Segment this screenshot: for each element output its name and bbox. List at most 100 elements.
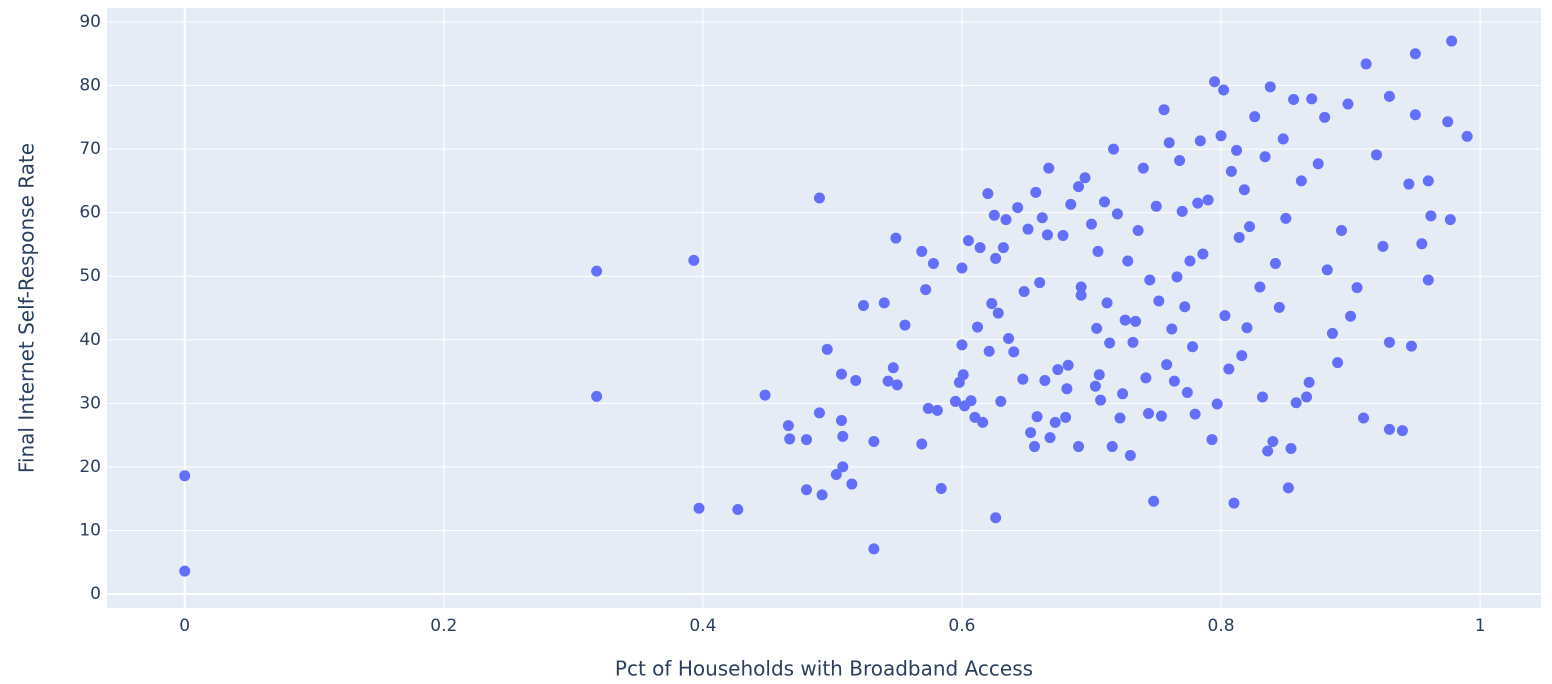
point — [916, 438, 928, 450]
point — [1377, 240, 1389, 252]
point — [1079, 172, 1091, 184]
point — [1144, 274, 1156, 286]
y-tick-label: 70 — [79, 139, 101, 159]
point — [931, 404, 943, 416]
point — [988, 209, 1000, 221]
point — [1150, 200, 1162, 212]
point — [1446, 35, 1458, 47]
point — [591, 265, 603, 277]
point — [1132, 224, 1144, 236]
point — [1403, 178, 1415, 190]
point — [1029, 441, 1041, 453]
point — [179, 565, 191, 577]
x-axis-title: Pct of Households with Broadband Access — [615, 657, 1033, 681]
point — [1215, 130, 1227, 142]
point — [1273, 301, 1285, 313]
point — [956, 262, 968, 274]
point — [1030, 186, 1042, 198]
point — [1425, 210, 1437, 222]
point — [835, 415, 847, 426]
point — [1104, 337, 1116, 349]
point — [1073, 441, 1085, 453]
point — [882, 375, 894, 387]
point — [1031, 411, 1043, 423]
point — [1244, 221, 1256, 233]
point — [891, 379, 903, 391]
point — [1174, 155, 1186, 167]
point — [1209, 76, 1221, 88]
point — [1218, 84, 1230, 96]
point — [1155, 410, 1167, 422]
point — [1012, 202, 1024, 214]
point — [1231, 144, 1243, 156]
point — [1124, 449, 1136, 461]
point — [1238, 184, 1250, 196]
point — [1075, 281, 1087, 293]
point — [972, 321, 984, 333]
point — [693, 502, 705, 514]
point — [1342, 98, 1354, 110]
point — [997, 242, 1009, 254]
point — [1003, 333, 1015, 345]
point — [1194, 135, 1206, 147]
x-tick-label: 1 — [1475, 616, 1486, 636]
point — [688, 254, 700, 266]
point — [1085, 218, 1097, 230]
point — [1184, 255, 1196, 267]
point — [1409, 48, 1421, 60]
point — [927, 258, 939, 270]
point — [801, 484, 813, 496]
y-tick-label: 80 — [79, 76, 101, 96]
point — [850, 374, 862, 386]
point — [1444, 214, 1456, 226]
y-tick-label: 50 — [79, 266, 101, 286]
point — [974, 242, 986, 254]
point — [977, 416, 989, 428]
point — [992, 307, 1004, 319]
point — [1295, 175, 1307, 187]
point — [1036, 212, 1048, 224]
point — [1290, 397, 1302, 409]
point — [782, 420, 794, 432]
point — [1303, 376, 1315, 388]
point — [1130, 315, 1142, 327]
point — [1017, 373, 1029, 385]
point — [1171, 271, 1183, 283]
point — [1158, 104, 1170, 116]
point — [1241, 322, 1253, 334]
point — [1370, 149, 1382, 161]
x-tick-label: 0.6 — [948, 616, 975, 636]
point — [1117, 388, 1129, 400]
point — [1127, 336, 1139, 348]
point — [1256, 391, 1268, 403]
point — [1219, 310, 1231, 322]
point — [990, 512, 1002, 524]
point — [1442, 116, 1454, 128]
point — [969, 411, 981, 423]
point — [813, 192, 825, 204]
x-tick-label: 0.2 — [430, 616, 457, 636]
point — [1264, 81, 1276, 93]
point — [1075, 289, 1087, 301]
point — [835, 368, 847, 380]
point — [1326, 327, 1338, 339]
point — [1383, 336, 1395, 348]
point — [784, 433, 796, 445]
point — [1091, 322, 1103, 334]
point — [1285, 442, 1297, 454]
point — [1254, 281, 1266, 293]
point — [1312, 158, 1324, 170]
point — [935, 483, 947, 495]
point — [732, 503, 744, 515]
point — [1119, 314, 1131, 326]
point — [1176, 205, 1188, 217]
point — [956, 339, 968, 351]
point — [1192, 197, 1204, 209]
point — [1233, 231, 1245, 243]
point — [1422, 274, 1434, 286]
point — [1114, 412, 1126, 424]
point — [887, 362, 899, 374]
point — [1332, 357, 1344, 369]
point — [821, 343, 833, 355]
